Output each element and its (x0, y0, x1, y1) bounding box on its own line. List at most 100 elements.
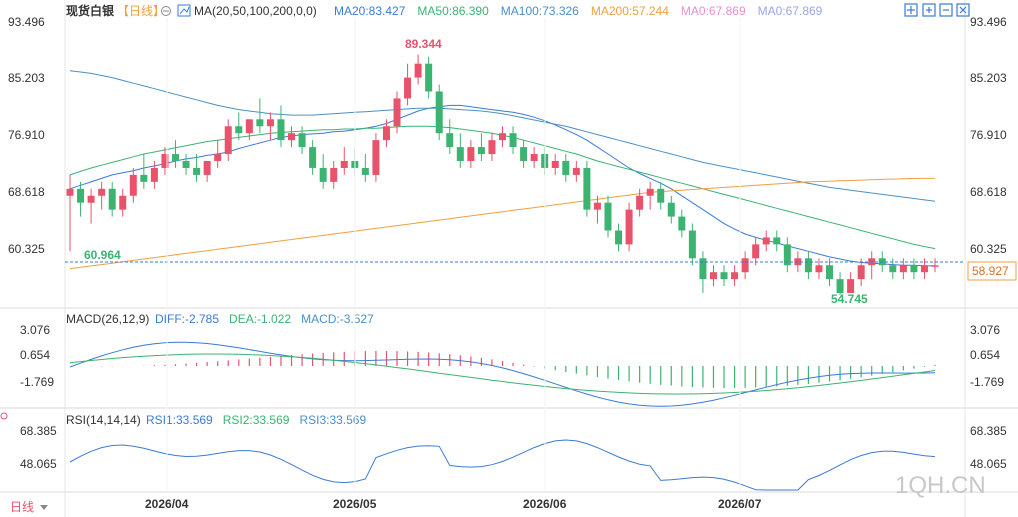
chart-type-icon[interactable] (177, 4, 191, 17)
candle-body-22 (298, 133, 306, 148)
candle-body-33 (414, 63, 422, 78)
symbol-title: 现货白银 (66, 3, 115, 18)
candle-body-71 (815, 265, 823, 273)
candle-body-48 (572, 167, 580, 175)
watermark: 1QH.CN (895, 472, 986, 499)
candle-body-15 (224, 126, 232, 155)
left-mark-label: 60.964 (84, 248, 121, 262)
candle-body-46 (551, 161, 559, 168)
candle-body-67 (773, 237, 781, 245)
right-ticks-tick-1: 85.203 (970, 71, 1007, 85)
period-button[interactable]: 日线 (0, 412, 48, 514)
candle-body-57 (667, 202, 675, 217)
candle-body-65 (752, 244, 760, 259)
candle-body-64 (741, 258, 749, 273)
candle-body-50 (593, 202, 601, 210)
candle-body-82 (931, 265, 939, 267)
macd-label: MACD(26,12,9) (66, 312, 149, 326)
candle-body-61 (709, 272, 717, 280)
rsi-ticks-tick-1: 48.065 (20, 457, 57, 471)
candle-body-37 (456, 147, 464, 161)
candle-body-40 (488, 140, 496, 155)
rsi-axis: 68.385 48.065 68.385 48.065 (20, 424, 1007, 471)
macd-ticks-tick-1: 0.654 (20, 348, 50, 362)
zoom-in-icon[interactable] (922, 3, 936, 17)
high-label: 89.344 (405, 37, 442, 51)
candle-body-3 (98, 188, 106, 196)
ma-legend-item-4: MA0:67.869 (681, 4, 746, 18)
candle-body-32 (404, 77, 412, 99)
candle-body-41 (499, 133, 506, 141)
left-ticks-tick-4: 60.325 (8, 242, 45, 256)
macd-legend-item-1: DEA:-1.022 (229, 312, 291, 326)
diff-line (69, 341, 936, 407)
candle-body-80 (910, 265, 918, 273)
candle-body-51 (604, 202, 612, 231)
candle-body-60 (699, 258, 707, 280)
time-label-0: 2026/04 (145, 497, 189, 511)
rsi-legend: RSI1:33.569 RSI2:33.569 RSI3:33.569 (146, 413, 366, 427)
rsi-right-tick-1: 48.065 (970, 457, 1007, 471)
macd-right-tick-2: -1.769 (970, 375, 1004, 389)
candle-body-53 (625, 209, 633, 245)
rsi-right-tick-0: 68.385 (970, 424, 1007, 438)
candle-body-5 (119, 195, 127, 210)
right-ticks-tick-3: 68.618 (970, 185, 1007, 199)
candle-body-44 (530, 154, 538, 161)
low-label: 54.745 (831, 292, 868, 306)
candle-body-75 (857, 265, 865, 280)
candle-body-9 (161, 154, 169, 168)
ma-legend-item-1: MA50:86.390 (417, 4, 489, 18)
candle-body-18 (256, 119, 264, 127)
ma-legend-item-2: MA100:73.326 (501, 4, 579, 18)
left-ticks-tick-0: 93.496 (8, 15, 45, 29)
candle-body-4 (108, 188, 116, 210)
candle-body-13 (203, 161, 211, 175)
current-price-label: 58.927 (972, 264, 1009, 278)
candle-body-19 (266, 119, 274, 127)
macd-right-tick-0: 3.076 (970, 323, 1000, 337)
candle-body-29 (372, 140, 380, 175)
chevron-down-icon (40, 505, 48, 510)
candle-body-39 (477, 147, 485, 155)
crosshair-icon[interactable] (904, 3, 918, 17)
close-icon[interactable] (956, 3, 970, 17)
candle-body-70 (804, 258, 812, 273)
candle-body-62 (720, 272, 728, 280)
ma20-line (69, 104, 935, 267)
macd-ticks-tick-2: -1.769 (20, 375, 54, 389)
settings-icon[interactable] (161, 6, 171, 16)
candle-body-63 (731, 272, 739, 280)
candle-body-34 (425, 63, 433, 92)
current-price-box (967, 261, 1017, 281)
candle-body-56 (657, 188, 665, 203)
time-axis: 2026/04 2026/05 2026/06 2026/07 (145, 497, 762, 511)
left-price-axis: 93.496 85.203 76.910 68.618 60.325 (8, 15, 45, 256)
candle-body-47 (562, 161, 570, 175)
candle-body-11 (182, 161, 190, 168)
candle-body-49 (583, 167, 591, 210)
candle-body-59 (688, 230, 696, 259)
candle-body-20 (277, 119, 285, 141)
candle-body-78 (889, 265, 897, 273)
rsi-label: RSI(14,14,14) (66, 413, 141, 427)
candle-body-1 (77, 188, 85, 203)
candle-body-35 (435, 91, 443, 134)
candle-body-24 (319, 167, 327, 182)
candle-body-72 (826, 265, 834, 280)
zoom-out-icon[interactable] (939, 3, 953, 17)
candle-body-10 (171, 154, 179, 161)
candle-body-23 (309, 147, 317, 168)
candle-body-2 (87, 195, 95, 203)
candle-body-73 (836, 279, 844, 294)
rsi-ticks-tick-0: 68.385 (20, 424, 57, 438)
candle-body-68 (783, 244, 791, 266)
candle-body-6 (129, 174, 137, 196)
rsi-legend-item-1: RSI2:33.569 (223, 413, 290, 427)
ma100-line (69, 70, 936, 202)
candlesticks (66, 54, 939, 296)
candle-body-25 (330, 167, 338, 182)
rsi-legend-item-0: RSI1:33.569 (146, 413, 213, 427)
candle-body-55 (646, 188, 654, 196)
